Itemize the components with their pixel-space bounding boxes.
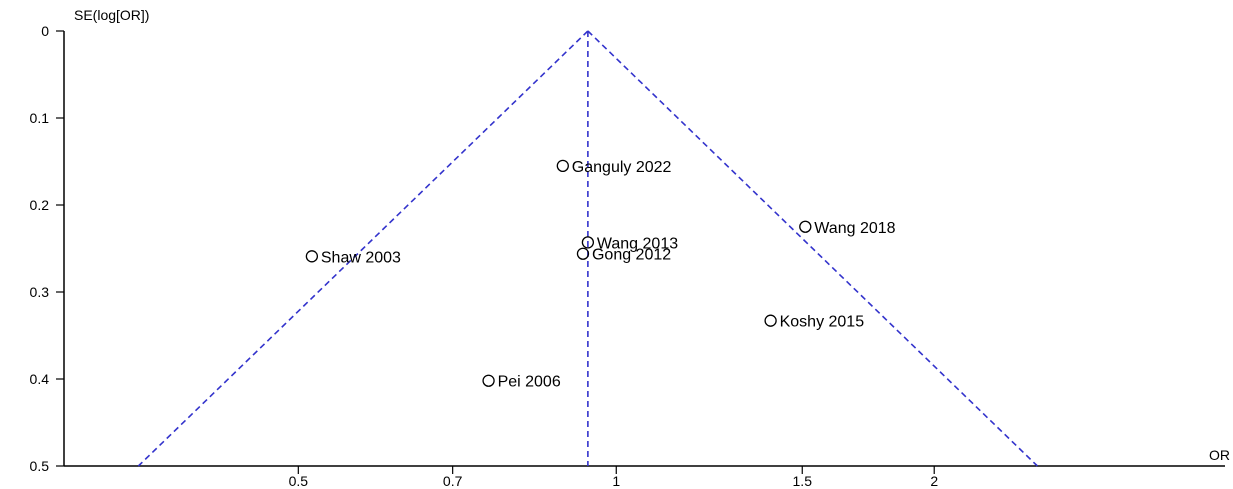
y-tick-label: 0.4 xyxy=(30,371,50,387)
study-label: Wang 2018 xyxy=(814,220,895,237)
funnel-lines xyxy=(137,30,1038,467)
study-label: Pei 2006 xyxy=(498,374,561,391)
study-label: Gong 2012 xyxy=(592,247,671,264)
study-point xyxy=(482,374,495,387)
study-label: Shaw 2003 xyxy=(321,249,401,266)
y-tick-label: 0.2 xyxy=(30,197,50,213)
y-tick-label: 0 xyxy=(41,23,49,39)
study-point xyxy=(764,314,777,327)
x-tick-label: 0.7 xyxy=(443,473,463,489)
study-point xyxy=(799,220,812,233)
funnel-right-line xyxy=(587,30,1038,467)
y-tick-label: 0.5 xyxy=(30,458,50,474)
study-label: Ganguly 2022 xyxy=(572,159,672,176)
x-tick-label: 2 xyxy=(930,473,938,489)
x-axis-label: OR xyxy=(1209,447,1230,463)
y-tick-label: 0.3 xyxy=(30,284,50,300)
y-axis-label: SE(log[OR]) xyxy=(74,7,149,23)
x-tick-label: 1 xyxy=(612,473,620,489)
study-point xyxy=(576,247,590,260)
study-label: Koshy 2015 xyxy=(780,314,865,331)
study-point xyxy=(581,236,595,249)
study-point xyxy=(305,250,319,263)
x-tick-label: 0.5 xyxy=(289,473,309,489)
study-label: Wang 2013 xyxy=(597,235,678,252)
study-point xyxy=(556,159,569,173)
x-tick-label: 1.5 xyxy=(793,473,813,489)
y-tick-label: 0.1 xyxy=(30,110,50,126)
funnel-left-line xyxy=(137,30,589,467)
axes: 0 0.1 0.2 0.3 0.4 0.5 0.5 0.7 1 1.5 2 xyxy=(30,23,1225,489)
